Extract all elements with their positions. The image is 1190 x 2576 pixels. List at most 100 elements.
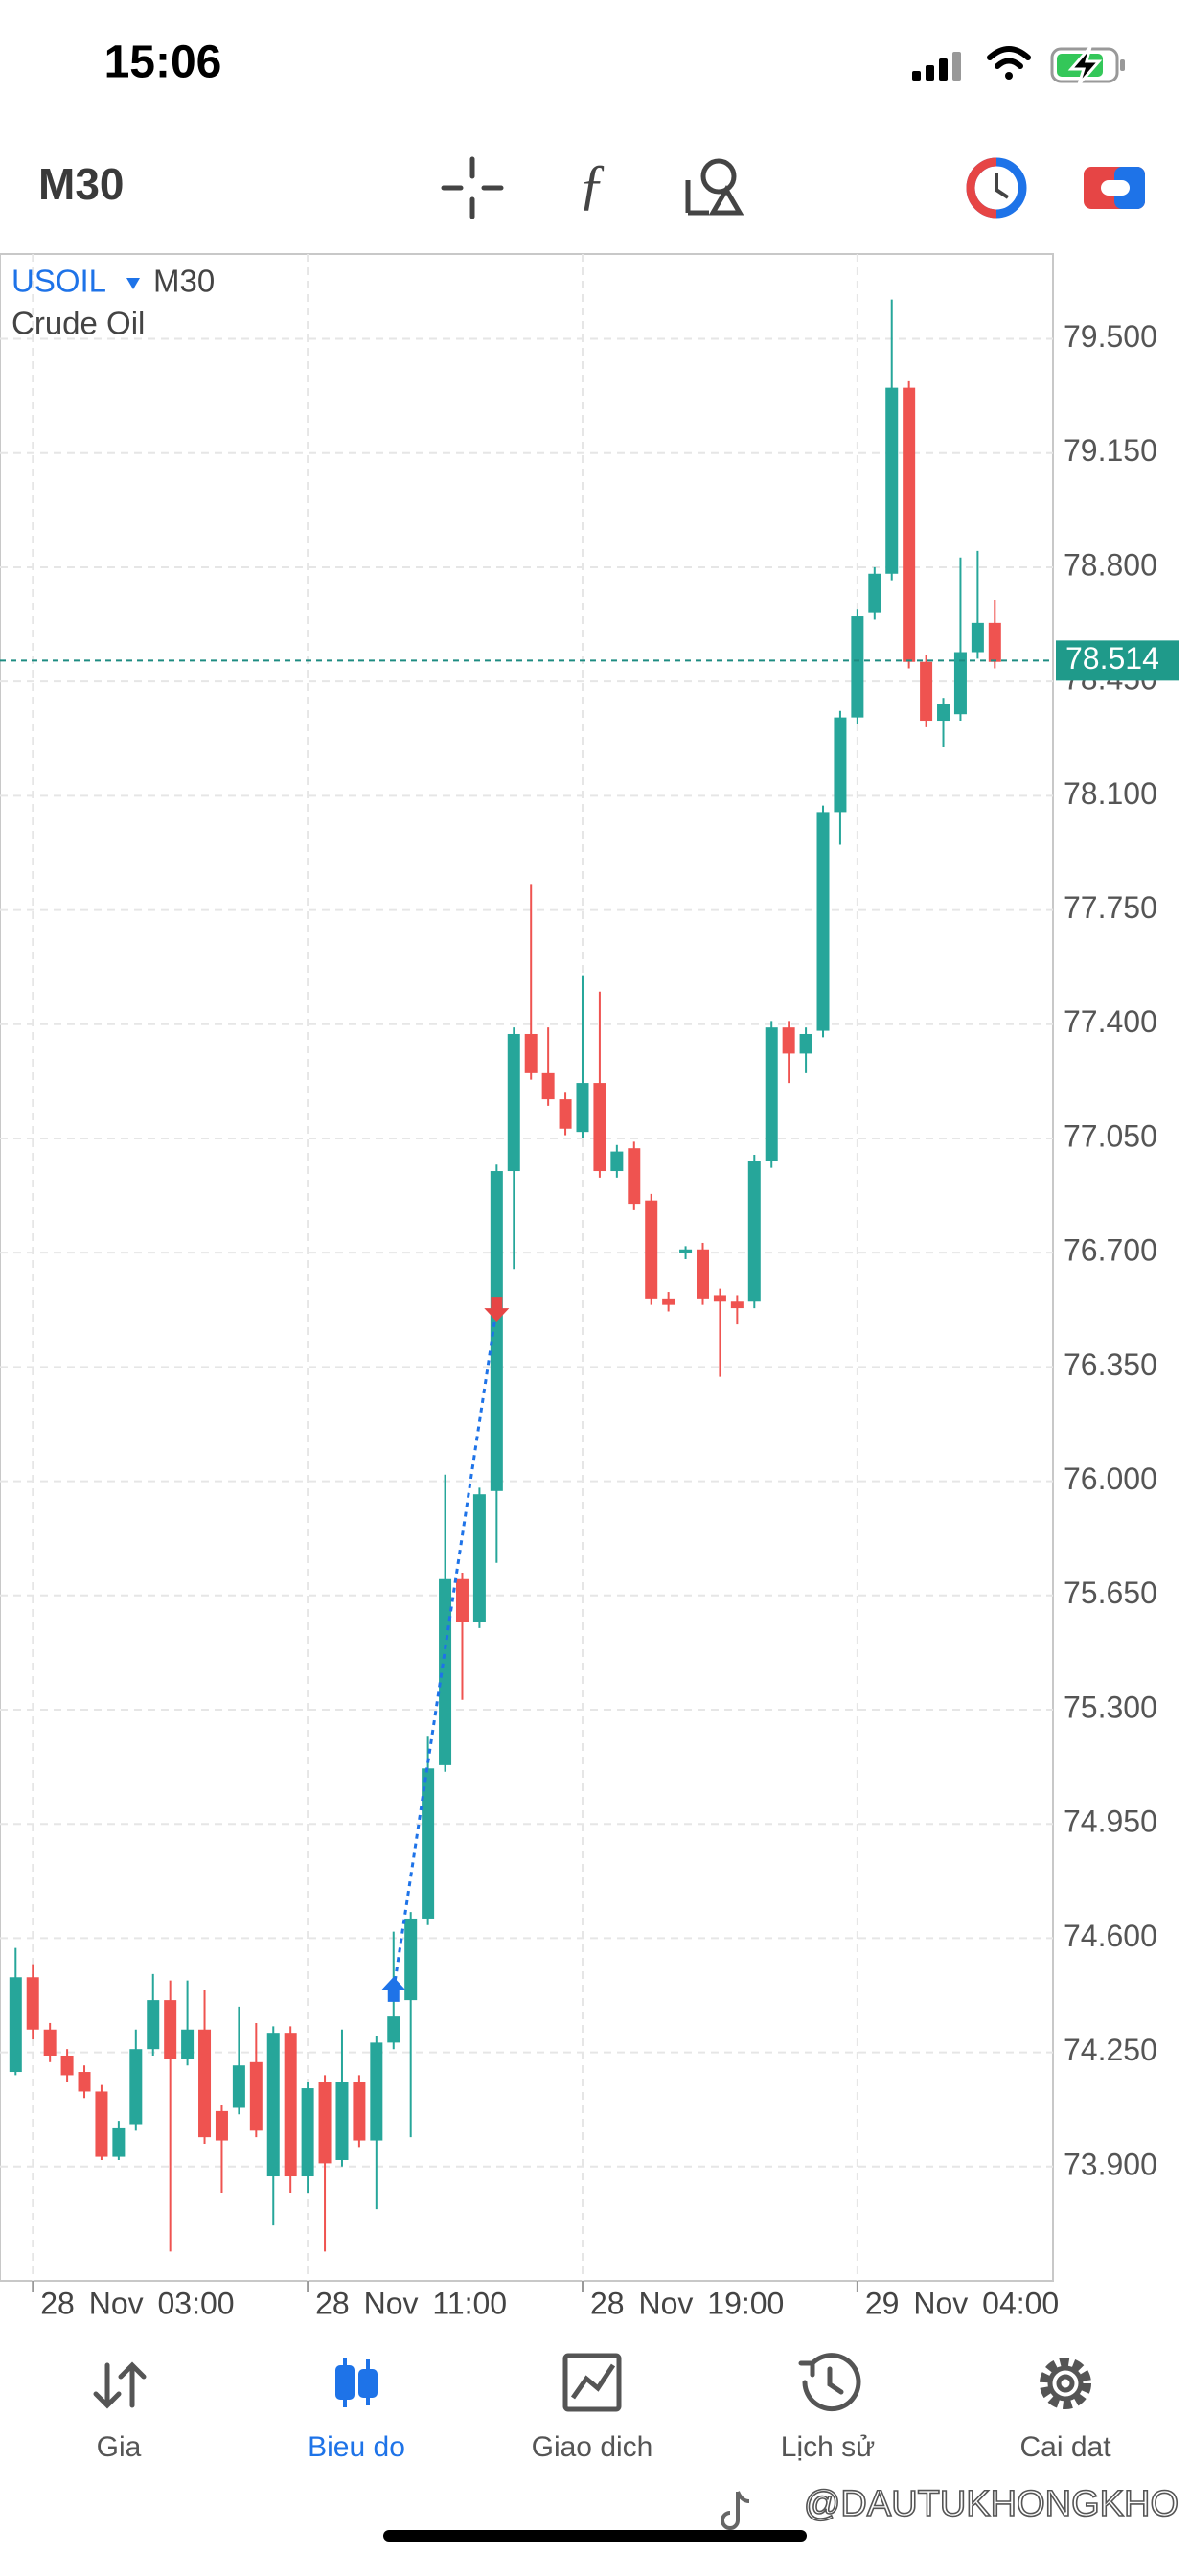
candle-body xyxy=(747,1161,761,1302)
tab-label[interactable]: Giao dich xyxy=(532,2431,653,2463)
y-tick-label: 76.700 xyxy=(1064,1233,1157,1268)
wifi-icon xyxy=(987,46,1031,80)
current-price-label: 78.514 xyxy=(1065,641,1159,676)
candle-body xyxy=(610,1151,624,1172)
crosshair-button[interactable] xyxy=(441,156,504,219)
candle-body xyxy=(953,652,967,715)
candle-body xyxy=(129,2049,143,2125)
account-button[interactable] xyxy=(1084,167,1145,209)
candle-body xyxy=(834,717,847,813)
chart-timeframe: M30 xyxy=(153,264,215,299)
symbol-dropdown[interactable] xyxy=(126,278,140,289)
candle-body xyxy=(43,2029,57,2056)
y-tick-label: 73.900 xyxy=(1064,2147,1157,2181)
candle-body xyxy=(232,2065,245,2108)
candle-body xyxy=(816,812,830,1031)
home-indicator xyxy=(383,2530,807,2542)
candle-body xyxy=(920,661,933,722)
chart-symbol[interactable]: USOIL xyxy=(11,264,106,299)
candle-body xyxy=(9,1977,22,2073)
x-tick-label: 28 Nov 19:00 xyxy=(590,2286,784,2320)
tab-label[interactable]: Bieu do xyxy=(308,2431,405,2463)
chart-description: Crude Oil xyxy=(11,306,145,341)
candle-body xyxy=(645,1200,658,1299)
candle-body xyxy=(249,2061,263,2131)
candle-body xyxy=(730,1301,744,1309)
indicator-button[interactable]: ƒ xyxy=(579,152,606,215)
x-tick-label: 28 Nov 03:00 xyxy=(40,2286,234,2320)
candle-body xyxy=(507,1033,520,1172)
candle-body xyxy=(765,1027,778,1162)
candle-body xyxy=(318,2082,332,2164)
candle-body xyxy=(60,2056,74,2076)
y-tick-label: 74.600 xyxy=(1064,1919,1157,1953)
candle-body xyxy=(971,622,984,653)
candle-body xyxy=(215,2110,228,2141)
buy-marker xyxy=(380,1976,406,2002)
tab-label[interactable]: Lịch sử xyxy=(781,2431,875,2463)
y-tick-label: 77.050 xyxy=(1064,1118,1157,1153)
candle-body xyxy=(697,1249,709,1299)
tab-icon-history[interactable] xyxy=(798,2353,861,2412)
candle-body xyxy=(147,2000,160,2050)
tab-icon-chart[interactable] xyxy=(335,2358,378,2407)
y-tick-label: 74.250 xyxy=(1064,2033,1157,2067)
status-time: 15:06 xyxy=(104,37,222,88)
candle-body xyxy=(799,1033,812,1054)
candle-body xyxy=(266,2033,280,2177)
trade-button[interactable] xyxy=(966,157,1027,218)
candle-body xyxy=(353,2082,366,2141)
y-tick-label: 76.350 xyxy=(1064,1347,1157,1382)
y-tick-label: 79.150 xyxy=(1064,433,1157,468)
candle-body xyxy=(851,616,864,718)
watermark: @DAUTUKHONGKHO xyxy=(804,2484,1179,2524)
candle-body xyxy=(404,1918,418,2001)
candle-body xyxy=(937,704,950,722)
objects-button[interactable] xyxy=(685,158,744,216)
candle-body xyxy=(78,2072,91,2092)
candle-body xyxy=(301,2088,314,2177)
y-tick-label: 78.100 xyxy=(1064,776,1157,811)
candle-body xyxy=(713,1295,726,1302)
candle-body xyxy=(679,1249,693,1254)
candle-body xyxy=(576,1083,589,1133)
candle-body xyxy=(387,2016,400,2043)
x-tick-label: 29 Nov 04:00 xyxy=(865,2286,1059,2320)
candle-body xyxy=(593,1083,606,1172)
tab-label[interactable]: Cai dat xyxy=(1019,2431,1111,2463)
tab-icon-quotes[interactable] xyxy=(93,2361,147,2409)
x-tick-label: 28 Nov 11:00 xyxy=(315,2286,507,2320)
tab-label[interactable]: Gia xyxy=(97,2431,142,2463)
candle-body xyxy=(490,1171,503,1491)
candle-body xyxy=(988,622,1001,662)
tab-icon-settings[interactable] xyxy=(1040,2358,1091,2409)
candle-body xyxy=(370,2042,383,2141)
candle-body xyxy=(422,1768,435,1919)
tab-bar: Gia Bieu do Giao dich Lịch sử Cai dat xyxy=(97,2431,1112,2463)
candle-body xyxy=(524,1033,538,1073)
chart-frame xyxy=(0,253,1054,2282)
candle-body xyxy=(782,1027,795,1054)
candle-body xyxy=(628,1148,641,1205)
y-tick-label: 76.000 xyxy=(1064,1461,1157,1496)
candle-body xyxy=(455,1578,469,1622)
tab-icon-trade[interactable] xyxy=(562,2353,622,2412)
candle-body xyxy=(26,1977,39,2030)
candle-body xyxy=(112,2127,126,2157)
candle-body xyxy=(284,2033,297,2177)
y-tick-label: 74.950 xyxy=(1064,1805,1157,1839)
candle-body xyxy=(472,1494,486,1622)
candle-body xyxy=(335,2082,349,2160)
y-tick-label: 75.300 xyxy=(1064,1690,1157,1724)
y-tick-label: 75.650 xyxy=(1064,1576,1157,1610)
toolbar-timeframe[interactable]: M30 xyxy=(38,159,124,209)
battery-icon xyxy=(1050,46,1125,85)
candle-body xyxy=(885,387,899,574)
sell-marker xyxy=(484,1297,510,1322)
candle-body xyxy=(559,1099,572,1129)
candle-body xyxy=(198,2029,212,2138)
candle-body xyxy=(868,573,881,613)
